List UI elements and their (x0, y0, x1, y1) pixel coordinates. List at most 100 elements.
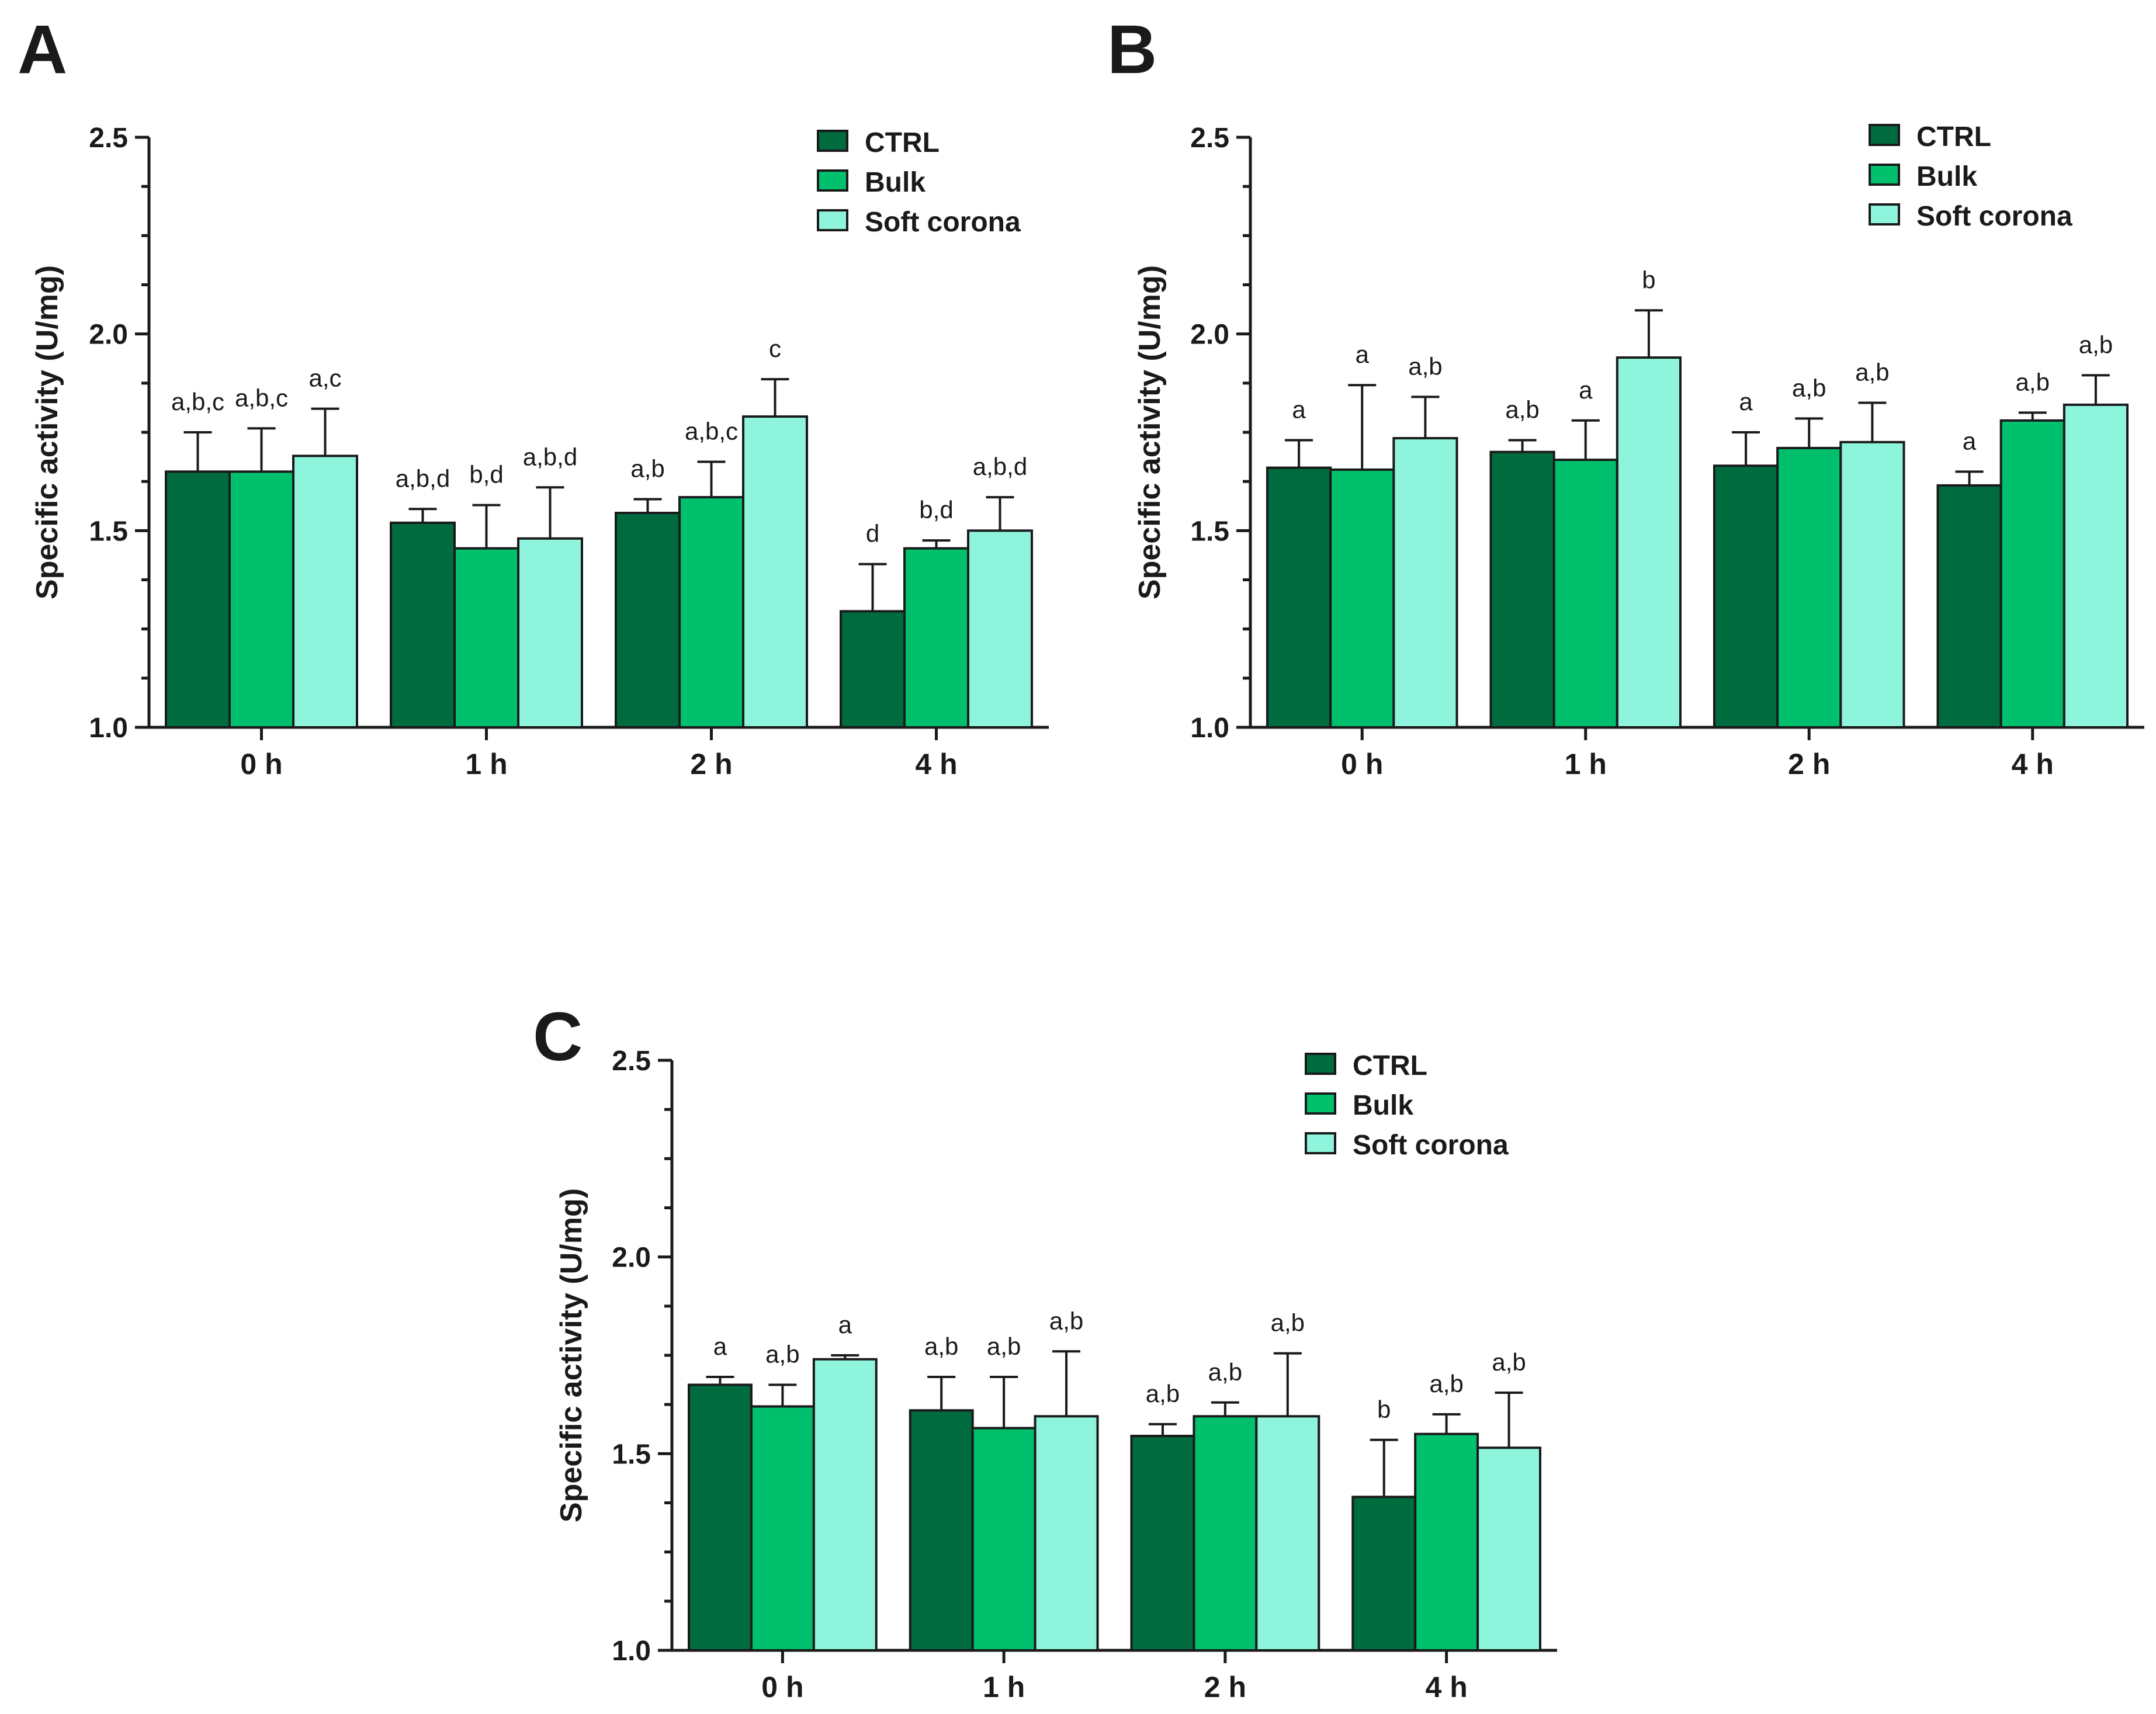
legend-swatch-ctrl (817, 130, 848, 152)
significance-label: b,d (469, 461, 503, 488)
legend-swatch-soft-corona (817, 209, 848, 231)
y-tick-label: 1.0 (89, 713, 128, 744)
significance-label: a,b,c (235, 384, 288, 411)
bar-ctrl-4-h (840, 610, 906, 729)
bar-soft-corona-0-h (1392, 437, 1458, 728)
bar-bulk-2-h (1193, 1415, 1258, 1652)
significance-label: a,b (1505, 395, 1539, 423)
bar-soft-corona-1-h (1616, 356, 1682, 728)
legend-label-ctrl: CTRL (1916, 122, 1991, 152)
significance-label: a,b (1855, 359, 1889, 386)
significance-label: a,b,c (685, 418, 738, 445)
legend-swatch-bulk (1305, 1092, 1336, 1115)
significance-label: a (1356, 341, 1370, 368)
bar-soft-corona-4-h (967, 529, 1033, 728)
significance-label: a (713, 1333, 727, 1360)
bar-bulk-0-h (228, 470, 294, 728)
significance-label: a,b (2016, 368, 2050, 395)
x-tick-label: 1 h (1565, 748, 1607, 780)
x-tick-label: 0 h (1341, 748, 1383, 780)
significance-label: d (866, 520, 879, 547)
y-axis-title: Specific activity (U/mg) (1133, 265, 1167, 599)
bar-ctrl-2-h (615, 512, 681, 728)
significance-label: a,b (987, 1333, 1021, 1360)
bar-bulk-2-h (1776, 446, 1842, 729)
legend-swatch-bulk (1869, 164, 1900, 186)
y-tick-label: 1.0 (612, 1636, 651, 1667)
bar-soft-corona-2-h (1255, 1415, 1320, 1652)
bar-ctrl-1-h (390, 521, 456, 728)
x-tick-label: 2 h (1788, 748, 1830, 780)
significance-label: b,d (919, 496, 953, 523)
bar-bulk-2-h (678, 496, 744, 728)
bar-bulk-1-h (971, 1427, 1037, 1651)
x-tick-label: 4 h (2012, 748, 2054, 780)
bar-ctrl-4-h (1351, 1496, 1417, 1651)
significance-label: c (769, 335, 781, 362)
significance-label: a (1739, 388, 1753, 415)
x-tick-label: 2 h (1204, 1671, 1246, 1703)
panel-letter-c: C (533, 998, 583, 1075)
x-tick-label: 2 h (690, 748, 732, 780)
significance-label: a,b (1792, 374, 1826, 401)
y-tick-label: 1.5 (89, 516, 128, 547)
panel-c: C Specific activity (U/mg) 1.0 1.5 2.0 2.5 a a,… (533, 998, 1557, 1703)
y-tick-label: 2.0 (89, 320, 128, 351)
y-tick-label: 2.5 (612, 1046, 651, 1077)
y-tick-label: 2.5 (1190, 123, 1229, 154)
x-tick-label: 1 h (983, 1671, 1025, 1703)
x-tick-label: 0 h (240, 748, 282, 780)
x-tick-label: 1 h (465, 748, 507, 780)
significance-label: a,c (309, 365, 341, 392)
panel-a: A Specific activity (U/mg) 1.0 1.5 2.0 2.5 a,b… (18, 11, 1049, 780)
bar-ctrl-2-h (1130, 1435, 1195, 1652)
bar-soft-corona-2-h (742, 415, 808, 728)
significance-label: a,b (1429, 1370, 1463, 1397)
y-tick-label: 2.0 (1190, 320, 1229, 351)
legend-label-bulk: Bulk (865, 167, 926, 198)
bar-soft-corona-1-h (517, 537, 583, 728)
bar-soft-corona-4-h (1476, 1446, 1541, 1652)
significance-label: a,b (1049, 1307, 1083, 1334)
legend-label-soft-corona: Soft corona (1916, 201, 2072, 232)
bar-ctrl-0-h (688, 1383, 753, 1651)
significance-label: a,b (765, 1341, 799, 1368)
bar-soft-corona-2-h (1839, 440, 1905, 728)
significance-label: a,b (1146, 1380, 1180, 1407)
bar-bulk-1-h (453, 547, 519, 729)
significance-label: a,b,d (523, 443, 577, 470)
significance-label: a,b,c (171, 388, 224, 415)
bar-bulk-4-h (903, 547, 969, 729)
bar-bulk-0-h (1329, 468, 1395, 728)
y-tick-label: 2.5 (89, 123, 128, 154)
significance-label: a (1579, 376, 1593, 404)
panel-letter-b: B (1107, 11, 1157, 88)
legend-label-soft-corona: Soft corona (1353, 1130, 1509, 1161)
legend-swatch-soft-corona (1869, 203, 1900, 225)
significance-label: a (1292, 395, 1306, 423)
significance-label: a,b (2079, 331, 2113, 358)
y-tick-label: 1.5 (1190, 516, 1229, 547)
legend-label-bulk: Bulk (1916, 161, 1977, 192)
bar-bulk-0-h (750, 1405, 815, 1652)
x-tick-label: 0 h (761, 1671, 803, 1703)
significance-label: b (1642, 266, 1655, 293)
y-axis-title: Specific activity (U/mg) (30, 265, 64, 599)
significance-label: a (1963, 427, 1977, 454)
legend-swatch-ctrl (1305, 1053, 1336, 1075)
y-tick-label: 1.0 (1190, 713, 1229, 744)
legend-label-ctrl: CTRL (1353, 1050, 1427, 1081)
bar-ctrl-1-h (1489, 450, 1555, 729)
bar-soft-corona-1-h (1034, 1415, 1099, 1652)
significance-label: a,b (630, 454, 664, 482)
significance-label: a,b,d (973, 453, 1027, 480)
significance-label: a,b (1208, 1358, 1242, 1386)
bar-soft-corona-4-h (2063, 403, 2129, 728)
significance-label: a,b (924, 1333, 958, 1360)
legend-swatch-soft-corona (1305, 1132, 1336, 1154)
bar-ctrl-0-h (1266, 466, 1332, 728)
y-tick-label: 1.5 (612, 1439, 651, 1470)
significance-label: a (838, 1311, 852, 1338)
legend-swatch-ctrl (1869, 124, 1900, 146)
